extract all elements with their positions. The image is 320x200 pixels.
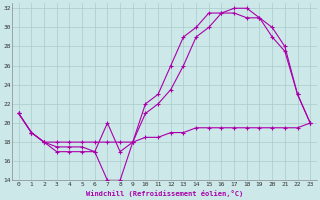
X-axis label: Windchill (Refroidissement éolien,°C): Windchill (Refroidissement éolien,°C) (86, 190, 243, 197)
